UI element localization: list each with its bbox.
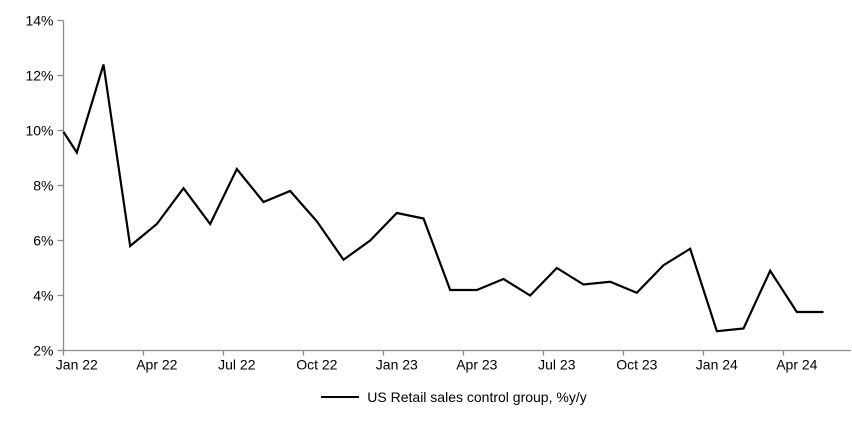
y-tick-label: 12% (25, 68, 53, 84)
x-tick-label: Apr 23 (456, 357, 497, 373)
x-tick-label: Jan 24 (696, 357, 738, 373)
x-tick-label: Oct 22 (296, 357, 337, 373)
x-tick-label: Apr 22 (136, 357, 177, 373)
x-tick-label: Oct 23 (616, 357, 657, 373)
x-tick-label: Jan 23 (376, 357, 418, 373)
y-tick-label: 8% (33, 178, 53, 194)
legend-line-swatch (321, 396, 360, 398)
legend: US Retail sales control group, %y/y (28, 389, 852, 405)
x-tick-label: Jul 22 (218, 357, 256, 373)
x-tick-label: Apr 24 (776, 357, 817, 373)
y-tick-label: 6% (33, 233, 53, 249)
x-tick-label: Jul 23 (538, 357, 576, 373)
y-tick-label: 10% (25, 123, 53, 139)
series-line (62, 64, 824, 333)
y-tick-label: 4% (33, 288, 53, 304)
legend-label: US Retail sales control group, %y/y (367, 389, 587, 405)
y-tick-label: 14% (25, 13, 53, 29)
y-tick-label: 2% (33, 343, 53, 359)
x-tick-label: Jan 22 (56, 357, 98, 373)
